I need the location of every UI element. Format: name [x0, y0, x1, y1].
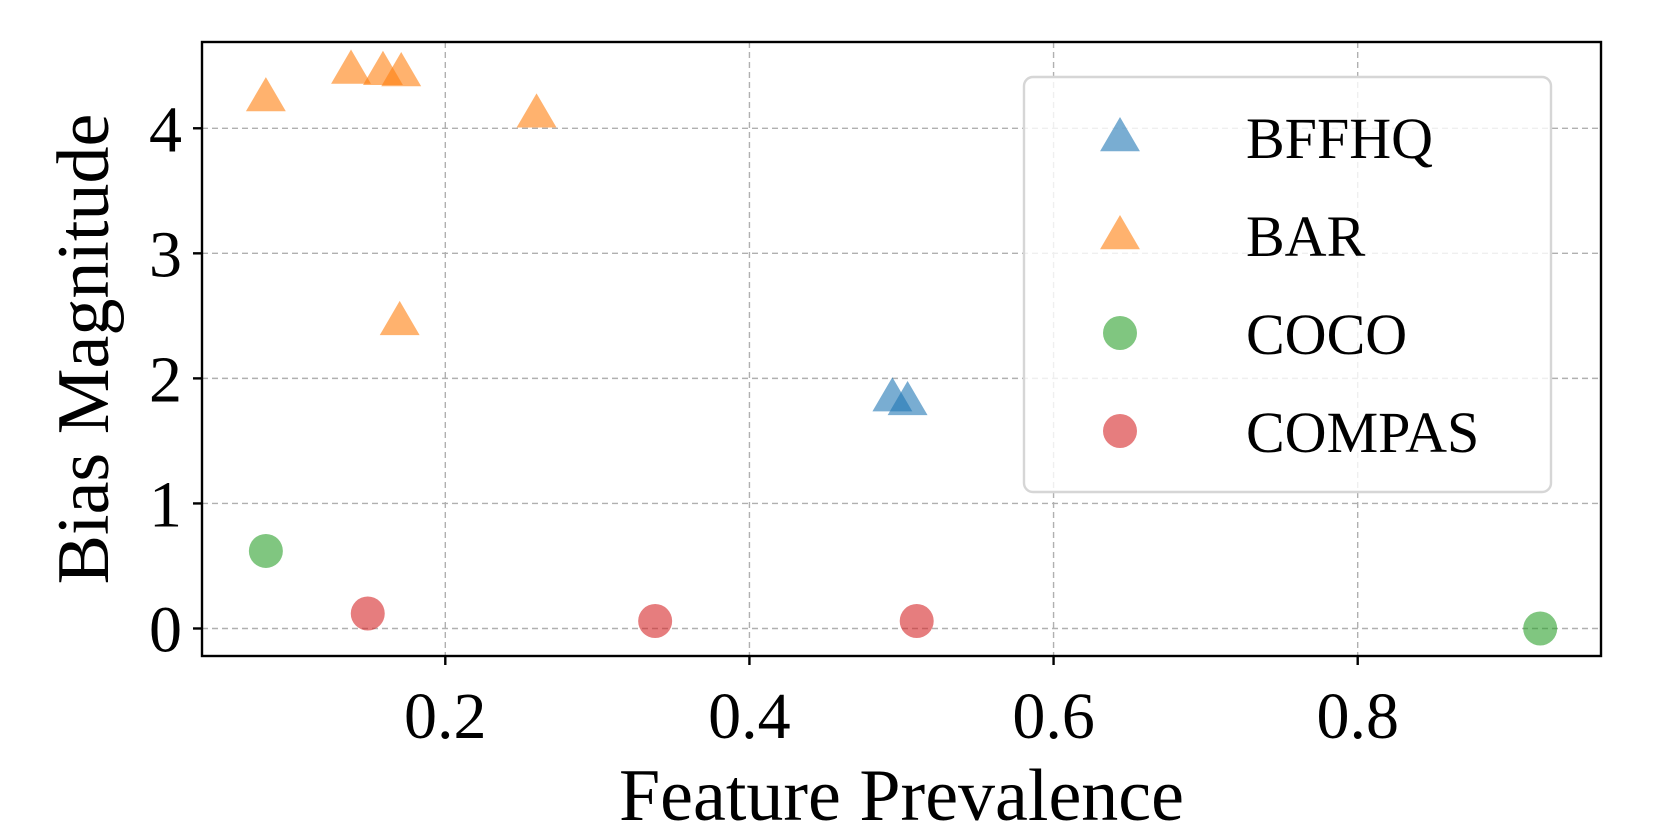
legend-label: BAR	[1246, 204, 1366, 269]
legend-box	[1022, 75, 1553, 494]
plot-area-frame	[200, 40, 1603, 658]
x-tick-label: 0.8	[1316, 680, 1399, 753]
legend-label: COMPAS	[1246, 400, 1479, 465]
axis-ticks: 0.2 0.4 0.6 0.8 0 1 2 3 4	[149, 93, 1399, 753]
y-axis-title: Bias Magnitude	[43, 114, 125, 585]
legend-marker	[1100, 117, 1140, 152]
x-axis-title: Feature Prevalence	[619, 755, 1184, 830]
data-point	[379, 300, 420, 336]
x-tick-label: 0.2	[404, 680, 487, 753]
legend-label: COCO	[1246, 302, 1407, 367]
y-tick-label: 2	[149, 343, 182, 416]
legend-marker	[1100, 215, 1140, 250]
data-point	[331, 49, 371, 84]
data-point	[887, 380, 928, 416]
legend-item-compas: COMPAS	[1103, 400, 1479, 465]
data-point	[899, 603, 934, 638]
data-point	[248, 533, 283, 568]
data-point	[350, 596, 385, 631]
legend-marker	[1103, 414, 1137, 448]
data-point	[245, 77, 286, 112]
legend-item-coco: COCO	[1103, 302, 1407, 367]
x-tick-label: 0.4	[708, 680, 791, 753]
series-coco	[248, 533, 1558, 646]
series-bar	[245, 49, 557, 336]
legend-item-bar: BAR	[1100, 204, 1366, 269]
data-point	[516, 93, 557, 128]
series-compas	[350, 596, 934, 638]
y-tick-label: 1	[149, 468, 182, 541]
legend-marker	[1103, 316, 1137, 350]
y-tick-label: 4	[149, 93, 182, 166]
y-tick-label: 0	[149, 593, 182, 666]
data-points	[245, 49, 1558, 646]
data-point	[381, 52, 422, 87]
legend-item-bffhq: BFFHQ	[1100, 106, 1433, 171]
legend-label: BFFHQ	[1246, 106, 1433, 171]
series-bffhq	[872, 377, 928, 416]
x-tick-label: 0.6	[1012, 680, 1095, 753]
y-tick-label: 3	[149, 218, 182, 291]
data-point	[1523, 611, 1558, 646]
data-point	[638, 603, 673, 638]
legend: BFFHQ BAR COCO COMPAS	[1022, 75, 1553, 494]
